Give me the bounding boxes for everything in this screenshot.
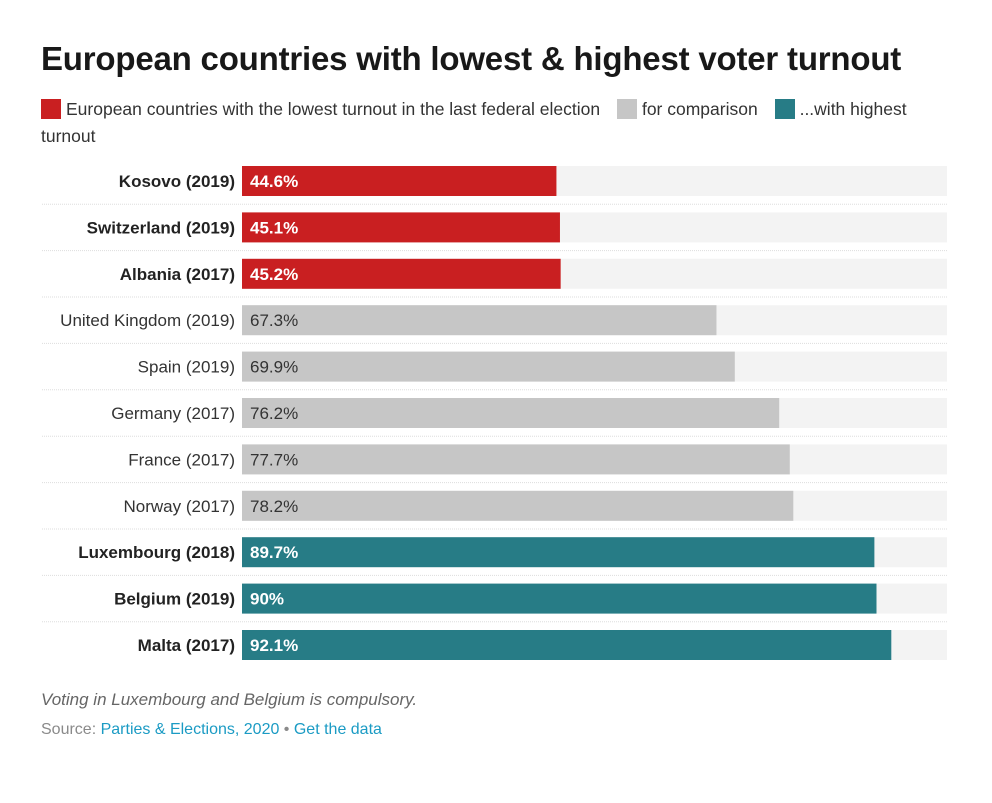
legend-swatch-highest [774,99,795,119]
value-label: 45.1% [250,218,298,237]
category-label: Norway (2017) [124,497,236,516]
category-label: Kosovo (2019) [119,172,235,191]
category-label: Luxembourg (2018) [78,543,235,562]
legend-label-lowest: European countries with the lowest turno… [66,99,601,119]
bar [242,583,877,614]
legend: European countries with the lowest turno… [41,96,951,150]
source-link[interactable]: Parties & Elections, 2020 [100,721,280,738]
value-label: 92.1% [250,636,298,655]
value-label: 67.3% [250,311,298,330]
bar [242,305,717,336]
value-label: 69.9% [250,358,298,377]
value-label: 76.2% [250,404,298,423]
get-the-data-link[interactable]: Get the data [293,721,382,738]
legend-swatch-comparison [616,99,637,119]
value-label: 45.2% [250,265,298,284]
value-label: 78.2% [250,497,298,516]
bar [242,351,735,382]
legend-item-lowest: European countries with the lowest turno… [41,99,600,119]
legend-item-comparison: for comparison [616,99,758,119]
category-label: United Kingdom (2019) [60,311,235,330]
source-separator: • [279,721,294,738]
legend-label-comparison: for comparison [641,99,758,119]
category-label: Spain (2019) [138,358,235,377]
value-label: 77.7% [250,450,298,469]
bar [242,212,560,243]
category-label: Belgium (2019) [114,590,235,609]
bar [242,166,557,196]
bar [242,444,790,475]
chart-note: Voting in Luxembourg and Belgium is comp… [41,690,418,709]
category-label: Malta (2017) [138,636,235,655]
value-label: 89.7% [250,543,298,562]
category-label: France (2017) [128,450,235,469]
category-label: Switzerland (2019) [87,218,235,237]
legend-item-highest: ...with highest turnout [41,99,907,146]
bar [242,490,794,521]
category-label: Germany (2017) [111,404,235,423]
source-prefix: Source: [41,721,101,738]
bar [242,537,875,568]
source-line: Source: Parties & Elections, 2020 • Get … [41,721,382,739]
chart-title: European countries with lowest & highest… [41,40,902,77]
bar [242,630,892,660]
legend-swatch-lowest [41,99,61,119]
bar [242,398,780,428]
value-label: 44.6% [250,172,298,191]
legend-label-highest: ...with highest turnout [41,99,907,146]
bar [242,258,561,289]
category-label: Albania (2017) [120,265,235,284]
value-label: 90% [250,590,284,609]
